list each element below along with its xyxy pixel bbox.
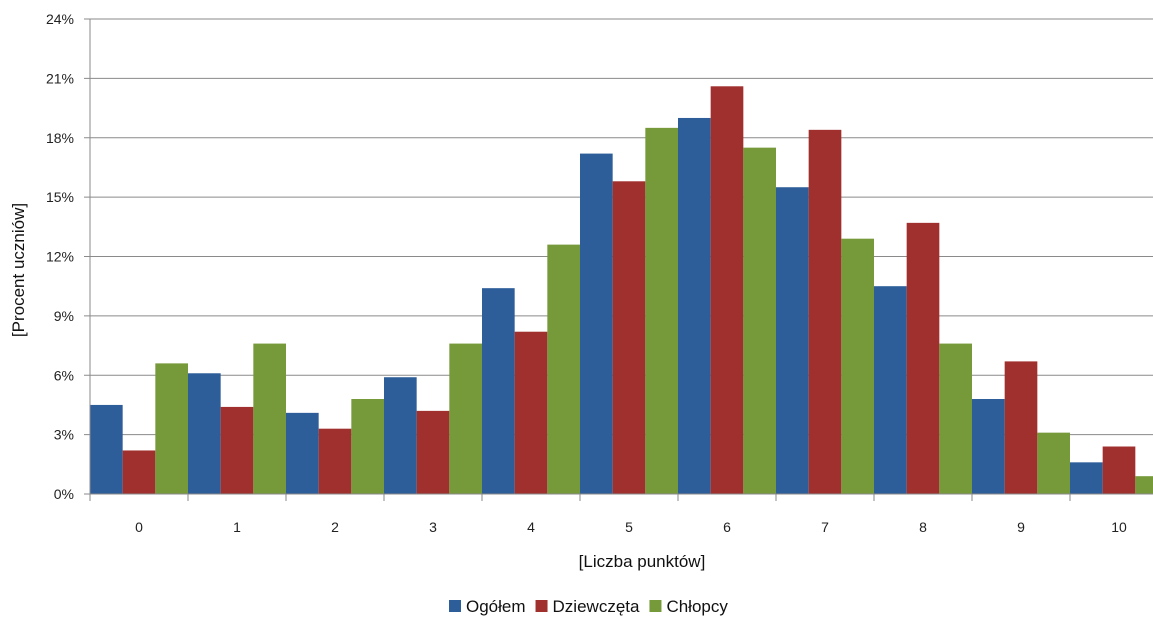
y-tick-labels: 0% 3% 6% 9% 12% 15% 18% 21% 24%	[46, 11, 74, 502]
bar	[874, 286, 907, 494]
bar	[416, 410, 450, 494]
bar	[580, 153, 613, 495]
bar	[547, 244, 580, 494]
bar	[188, 373, 221, 494]
x-tick-labels: 0 1 2 3 4 5 6 7 8 9 10	[135, 519, 1127, 535]
legend-label: Chłopcy	[666, 597, 728, 616]
bar	[972, 399, 1005, 494]
bar	[1037, 432, 1070, 494]
bar	[1135, 476, 1153, 494]
x-tick-label: 3	[429, 519, 437, 535]
bar	[1004, 361, 1038, 494]
bar	[678, 117, 711, 494]
bar	[743, 147, 776, 495]
bar	[122, 450, 156, 494]
bar	[939, 343, 972, 494]
x-tick-label: 7	[821, 519, 829, 535]
bar	[645, 127, 678, 495]
legend-swatch	[535, 600, 548, 612]
axes	[89, 19, 1153, 501]
x-tick-label: 8	[919, 519, 927, 535]
y-tick-label: 24%	[46, 11, 74, 27]
legend: Ogółem Dziewczęta Chłopcy	[449, 597, 728, 616]
y-tick-label: 21%	[46, 70, 74, 86]
bar	[318, 428, 352, 494]
y-axis-title: [Procent uczniów]	[9, 203, 28, 337]
bar	[776, 187, 809, 494]
bar	[710, 86, 744, 495]
legend-label: Ogółem	[466, 597, 526, 616]
bar	[220, 406, 254, 494]
x-axis-title: [Liczba punktów]	[579, 552, 706, 571]
bar	[155, 363, 188, 494]
legend-swatch	[649, 600, 662, 612]
x-tick-label: 9	[1017, 519, 1025, 535]
bar	[906, 222, 940, 494]
x-tick-label: 5	[625, 519, 633, 535]
x-tick-label: 2	[331, 519, 339, 535]
bar	[1102, 446, 1136, 494]
bar	[90, 404, 123, 494]
x-tick-label: 6	[723, 519, 731, 535]
bar	[1070, 462, 1103, 494]
bar	[253, 343, 286, 494]
legend-swatch	[449, 600, 461, 612]
y-tick-label: 6%	[54, 367, 74, 383]
bars	[90, 86, 1153, 495]
legend-label: Dziewczęta	[553, 597, 640, 616]
bar	[612, 181, 646, 494]
bar	[351, 399, 384, 494]
y-tick-label: 3%	[54, 427, 74, 443]
y-tick-label: 0%	[54, 486, 74, 502]
y-tick-label: 18%	[46, 130, 74, 146]
y-tick-label: 12%	[46, 249, 74, 265]
bar	[286, 412, 319, 494]
bar	[841, 238, 874, 494]
bar	[808, 129, 842, 495]
bar	[449, 343, 482, 494]
bar	[514, 331, 548, 494]
x-tick-label: 4	[527, 519, 535, 535]
bar	[482, 288, 515, 494]
x-tick-label: 0	[135, 519, 143, 535]
bar	[384, 377, 417, 494]
y-tick-label: 9%	[54, 308, 74, 324]
x-tick-label: 10	[1111, 519, 1127, 535]
y-tick-label: 15%	[46, 189, 74, 205]
x-tick-label: 1	[233, 519, 241, 535]
